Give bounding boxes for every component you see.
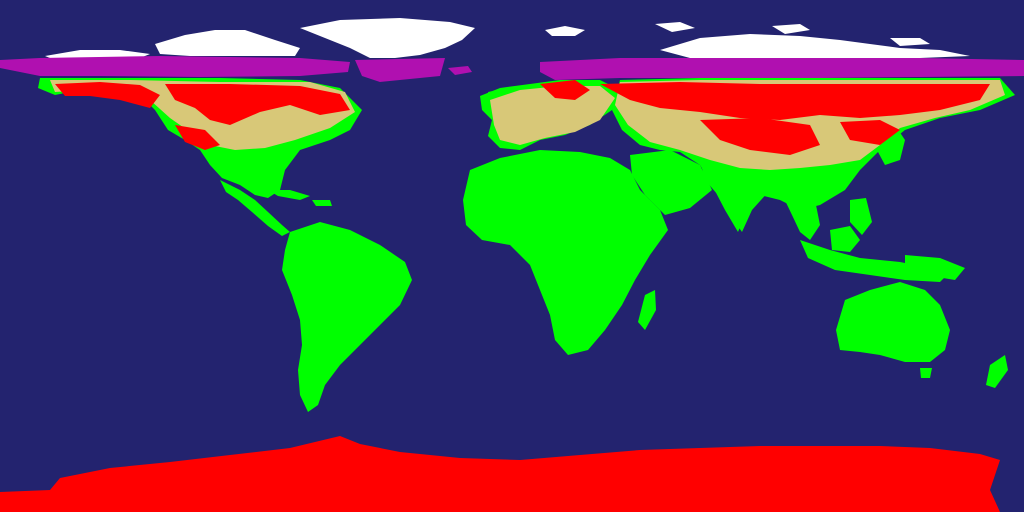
land-south-america bbox=[282, 222, 412, 412]
ice-layer bbox=[45, 18, 970, 58]
band-eurasia bbox=[540, 58, 1024, 80]
band-north-america bbox=[0, 56, 350, 77]
land-new-zealand bbox=[986, 355, 1008, 388]
land-high-layer bbox=[0, 80, 1000, 512]
land-tasmania bbox=[920, 368, 932, 378]
high-alaska bbox=[55, 82, 160, 108]
land-central-america bbox=[220, 180, 290, 236]
band-iceland bbox=[448, 66, 472, 75]
land-caribbean-hispaniola bbox=[312, 200, 332, 206]
land-borneo bbox=[830, 226, 860, 252]
high-rockies bbox=[175, 125, 220, 150]
ice-canadian-arctic bbox=[155, 30, 300, 56]
high-russia bbox=[600, 82, 990, 120]
ice-eurasian-arctic bbox=[660, 34, 970, 58]
high-canada bbox=[165, 84, 350, 125]
land-india bbox=[700, 160, 770, 232]
land-indonesia bbox=[800, 240, 950, 282]
land-arabia bbox=[630, 150, 712, 215]
band-layer bbox=[0, 56, 1024, 82]
land-indochina bbox=[780, 185, 820, 240]
land-caribbean-cuba bbox=[268, 190, 310, 200]
land-australia bbox=[836, 282, 950, 362]
ice-ne-siberia bbox=[890, 38, 930, 46]
high-central-asia bbox=[700, 118, 820, 155]
ice-arctic-left bbox=[45, 50, 150, 58]
land-philippines bbox=[850, 198, 872, 235]
ice-franz-josef bbox=[655, 22, 695, 32]
band-greenland bbox=[355, 58, 445, 82]
ice-svalbard bbox=[545, 26, 585, 36]
ice-greenland bbox=[300, 18, 475, 58]
mixed-europe bbox=[490, 86, 615, 145]
ice-severnaya bbox=[772, 24, 810, 34]
land-madagascar bbox=[638, 290, 656, 330]
high-east-asia bbox=[840, 120, 900, 145]
high-scandinavia bbox=[540, 80, 590, 100]
land-africa bbox=[463, 150, 668, 355]
high-antarctica bbox=[0, 436, 1000, 512]
land-new-guinea bbox=[905, 255, 965, 280]
